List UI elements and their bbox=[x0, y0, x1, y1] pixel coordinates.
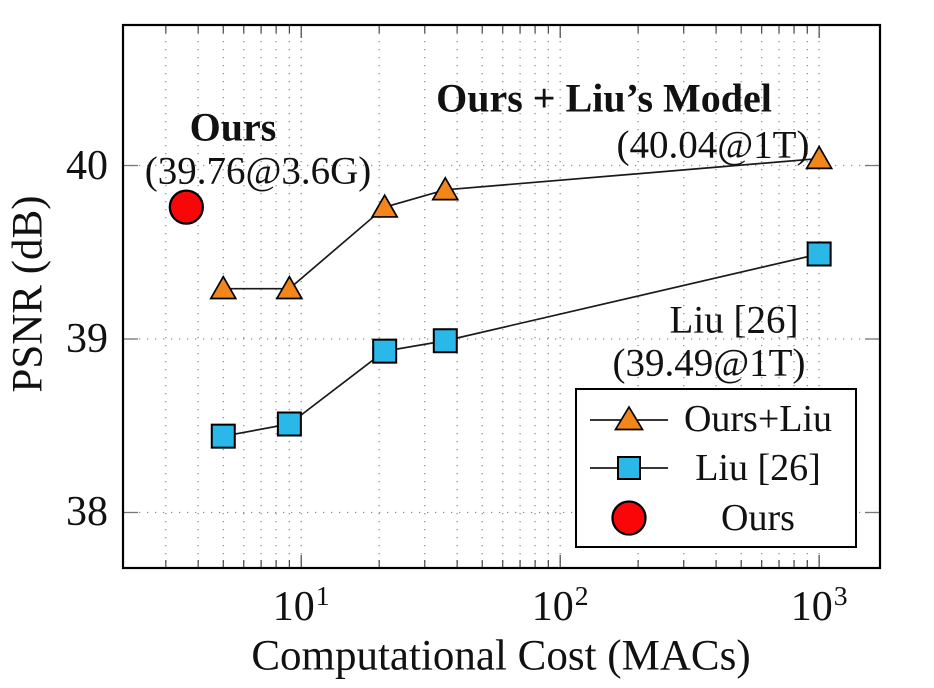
marker-square bbox=[276, 411, 302, 437]
legend-label-ours-liu: Ours+Liu bbox=[683, 397, 833, 440]
circle-marker-icon bbox=[611, 499, 647, 536]
x-tick-label: 101 bbox=[272, 580, 330, 630]
legend-entry-liu: Liu [26] bbox=[587, 444, 845, 492]
marker-triangle bbox=[370, 193, 399, 218]
y-axis-title: PSNR (dB) bbox=[4, 195, 52, 393]
marker-circle bbox=[168, 189, 204, 225]
marker-square bbox=[372, 338, 398, 364]
legend-label-liu: Liu [26] bbox=[695, 447, 821, 489]
annotation-liu-value: (39.49@1T) bbox=[612, 341, 806, 385]
y-tick-label: 40 bbox=[66, 142, 108, 189]
square-marker-icon bbox=[590, 456, 668, 480]
x-tick-label: 102 bbox=[531, 580, 589, 630]
y-tick-label: 39 bbox=[66, 316, 108, 362]
marker-square bbox=[432, 328, 458, 354]
plot-border bbox=[121, 23, 882, 570]
annotation-liu-label: Liu [26] bbox=[669, 298, 799, 342]
legend-entry-ours: Ours bbox=[587, 494, 845, 542]
marker-triangle bbox=[209, 274, 238, 300]
triangle-marker-icon bbox=[590, 404, 668, 430]
annotation-ours-value: (39.76@3.6G) bbox=[144, 149, 372, 193]
marker-square bbox=[210, 423, 236, 449]
marker-triangle bbox=[805, 144, 834, 170]
legend-label-ours: Ours bbox=[721, 496, 795, 539]
marker-triangle bbox=[275, 274, 304, 300]
y-tick-label: 38 bbox=[66, 489, 108, 536]
legend-entry-ours-liu: Ours+Liu bbox=[587, 395, 845, 443]
marker-triangle bbox=[431, 176, 460, 201]
annotation-ours-liu-value: (40.04@1T) bbox=[616, 123, 810, 167]
annotation-ours-liu-label: Ours + Liu’s Model bbox=[436, 75, 772, 121]
annotation-ours-label: Ours bbox=[189, 104, 277, 150]
x-tick-label: 103 bbox=[790, 580, 848, 630]
marker-square bbox=[806, 241, 832, 267]
legend: Ours+Liu Liu [26] Ours bbox=[575, 388, 857, 548]
x-axis-title: Computational Cost (MACs) bbox=[251, 632, 751, 680]
